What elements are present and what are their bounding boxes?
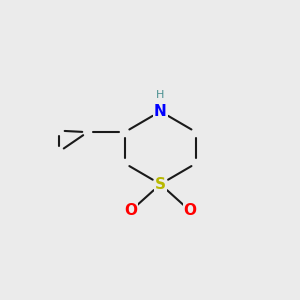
Text: O: O xyxy=(184,203,196,218)
Text: O: O xyxy=(124,203,137,218)
Text: S: S xyxy=(155,177,166,192)
Text: H: H xyxy=(156,90,165,100)
Text: N: N xyxy=(154,104,167,119)
